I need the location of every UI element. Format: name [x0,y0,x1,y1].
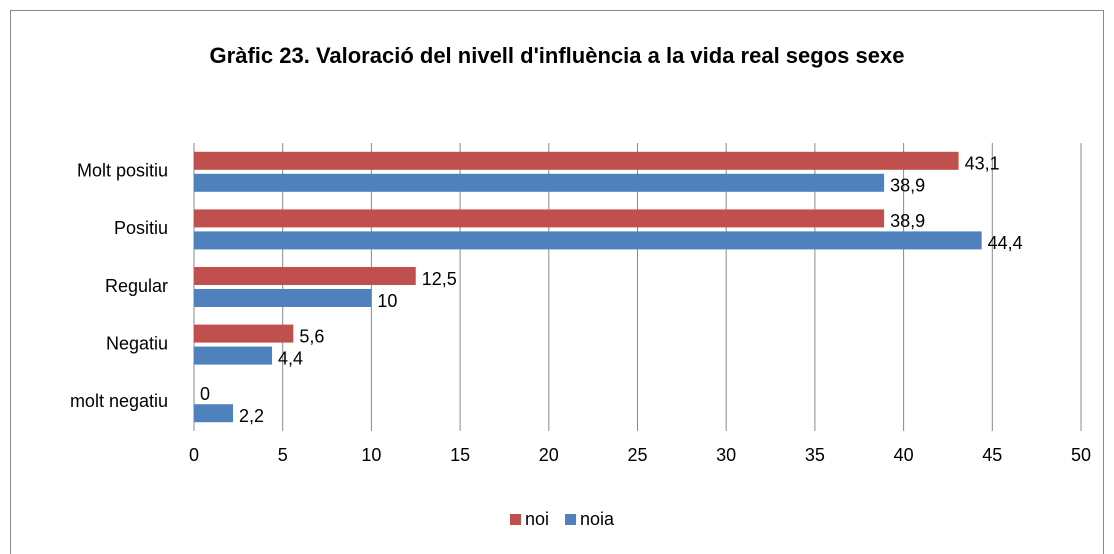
x-tick-label: 40 [894,445,914,465]
x-tick-label: 15 [450,445,470,465]
x-tick-label: 25 [627,445,647,465]
x-tick-label: 35 [805,445,825,465]
y-tick-label: Negatiu [106,333,168,353]
legend-label: noia [580,509,615,529]
bar [194,267,416,285]
data-label: 44,4 [988,233,1023,253]
data-label: 5,6 [299,326,324,346]
bar [194,346,273,365]
bar [194,324,294,343]
chart-frame [10,10,1104,554]
data-label: 2,2 [239,406,264,426]
x-tick-label: 20 [539,445,559,465]
x-tick-label: 10 [361,445,381,465]
data-label: 38,9 [890,176,925,196]
bar [194,404,234,423]
y-tick-label: molt negatiu [70,391,168,411]
data-label: 38,9 [890,211,925,231]
data-label: 10 [377,291,397,311]
data-label: 0 [200,384,210,404]
bar [194,173,885,192]
bar [194,209,885,228]
legend-label: noi [525,509,549,529]
y-tick-label: Regular [105,276,168,296]
x-tick-label: 5 [278,445,288,465]
bar [194,289,372,307]
x-tick-label: 45 [982,445,1002,465]
legend-swatch [565,514,577,525]
data-label: 12,5 [422,269,457,289]
data-label: 4,4 [278,348,303,368]
data-label: 43,1 [965,154,1000,174]
legend-swatch [510,514,521,525]
bar [194,231,982,250]
y-tick-label: Molt positiu [77,161,168,181]
x-tick-label: 50 [1071,445,1091,465]
x-tick-label: 0 [189,445,199,465]
x-tick-label: 30 [716,445,736,465]
chart-title: Gràfic 23. Valoració del nivell d'influè… [210,43,905,68]
y-tick-label: Positiu [114,218,168,238]
bar [194,151,959,170]
